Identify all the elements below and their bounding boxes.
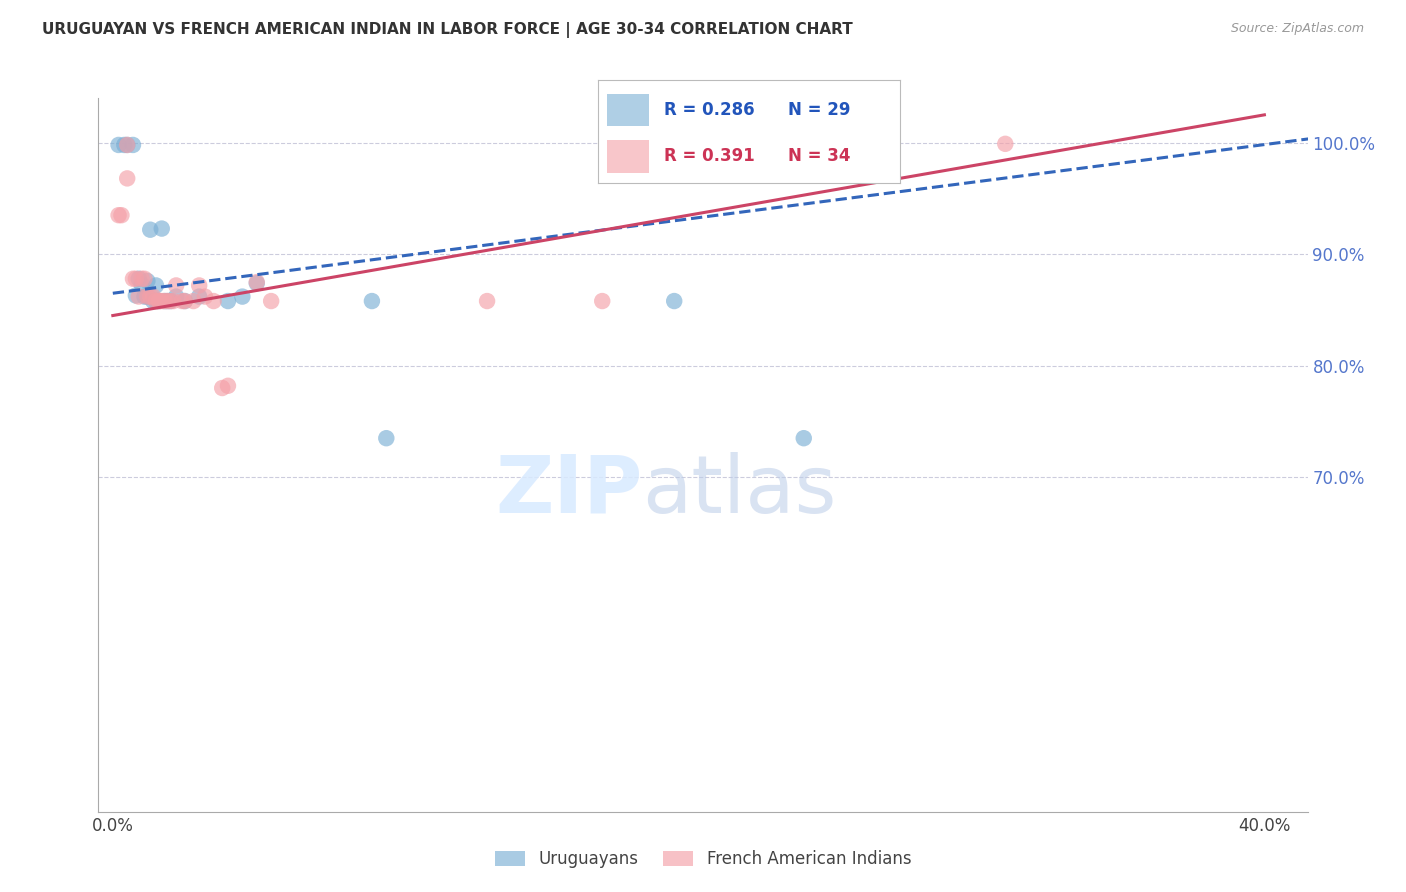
Point [202,294,225,309]
Point [194,289,217,303]
Point [375,431,398,445]
Point [148,294,170,309]
Point [136,289,159,303]
Point [159,294,181,309]
Point [145,294,167,309]
Bar [606,94,650,127]
Point [173,294,195,309]
Point [107,208,129,222]
Text: N = 29: N = 29 [787,101,851,119]
Point [153,294,176,309]
Point [125,271,148,285]
Point [145,278,167,293]
Text: Source: ZipAtlas.com: Source: ZipAtlas.com [1230,22,1364,36]
Point [591,294,613,309]
Text: R = 0.391: R = 0.391 [664,147,755,165]
Point [246,277,269,291]
Point [231,289,253,303]
Text: R = 0.286: R = 0.286 [664,101,755,119]
Point [188,278,211,293]
Point [131,271,153,285]
Point [217,294,239,309]
Point [115,171,138,186]
Point [136,274,159,288]
Point [156,294,179,309]
Point [165,289,187,303]
Point [361,294,384,309]
Point [145,294,167,309]
Point [162,294,184,309]
Point [110,208,132,222]
Point [112,138,135,153]
Point [122,271,145,285]
Point [211,381,233,395]
Point [793,431,815,445]
Point [475,294,498,309]
Point [664,294,686,309]
Point [153,294,176,309]
Point [134,289,156,303]
Text: N = 34: N = 34 [787,147,851,165]
Point [148,294,170,309]
Point [246,275,269,289]
Point [150,294,173,309]
Point [128,289,150,303]
Point [115,138,138,153]
Point [994,136,1017,151]
Point [122,138,145,153]
Point [115,138,138,153]
Point [136,289,159,303]
Point [148,294,170,309]
Point [156,294,179,309]
Text: atlas: atlas [643,451,837,530]
Point [217,378,239,392]
Point [139,289,162,303]
Point [139,223,162,237]
Point [107,138,129,153]
Point [142,289,165,303]
Point [125,288,148,302]
Text: ZIP: ZIP [495,451,643,530]
Point [165,278,187,293]
Point [183,294,205,309]
Point [128,271,150,285]
Point [159,294,181,309]
Bar [606,140,650,173]
Text: URUGUAYAN VS FRENCH AMERICAN INDIAN IN LABOR FORCE | AGE 30-34 CORRELATION CHART: URUGUAYAN VS FRENCH AMERICAN INDIAN IN L… [42,22,853,38]
Point [170,294,193,309]
Point [188,289,211,303]
Point [260,294,283,309]
Point [142,294,165,309]
Legend: Uruguayans, French American Indians: Uruguayans, French American Indians [488,844,918,875]
Point [134,271,156,285]
Point [150,221,173,235]
Point [173,294,195,309]
Point [131,277,153,292]
